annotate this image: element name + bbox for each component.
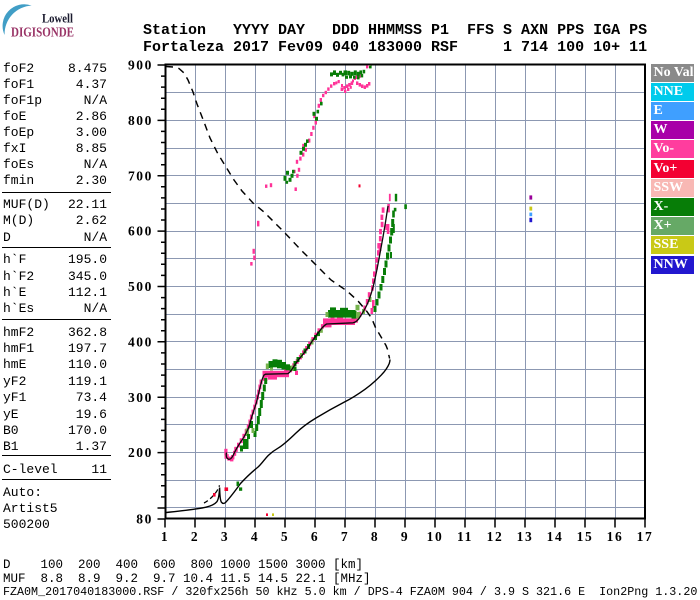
svg-text:10: 10 bbox=[427, 529, 444, 544]
svg-text:Lowell: Lowell bbox=[42, 11, 73, 26]
svg-text:700: 700 bbox=[128, 168, 153, 183]
svg-text:400: 400 bbox=[128, 334, 153, 349]
svg-text:8: 8 bbox=[371, 529, 379, 544]
svg-text:80: 80 bbox=[136, 512, 153, 527]
svg-text:500: 500 bbox=[128, 279, 153, 294]
svg-text:9: 9 bbox=[401, 529, 409, 544]
svg-text:800: 800 bbox=[128, 113, 153, 128]
svg-text:2: 2 bbox=[191, 529, 199, 544]
svg-text:15: 15 bbox=[577, 529, 594, 544]
svg-text:5: 5 bbox=[281, 529, 289, 544]
svg-text:14: 14 bbox=[547, 529, 564, 544]
svg-text:200: 200 bbox=[128, 445, 153, 460]
svg-text:1: 1 bbox=[161, 529, 169, 544]
svg-text:4: 4 bbox=[251, 529, 259, 544]
svg-text:7: 7 bbox=[341, 529, 349, 544]
svg-text:600: 600 bbox=[128, 224, 153, 239]
svg-text:DIGISONDE: DIGISONDE bbox=[11, 26, 74, 41]
svg-text:900: 900 bbox=[128, 58, 153, 73]
svg-text:3: 3 bbox=[221, 529, 229, 544]
svg-text:6: 6 bbox=[311, 529, 319, 544]
svg-text:12: 12 bbox=[487, 529, 504, 544]
svg-text:17: 17 bbox=[637, 529, 654, 544]
svg-text:16: 16 bbox=[607, 529, 624, 544]
svg-text:300: 300 bbox=[128, 390, 153, 405]
svg-text:11: 11 bbox=[457, 529, 473, 544]
svg-text:13: 13 bbox=[517, 529, 534, 544]
